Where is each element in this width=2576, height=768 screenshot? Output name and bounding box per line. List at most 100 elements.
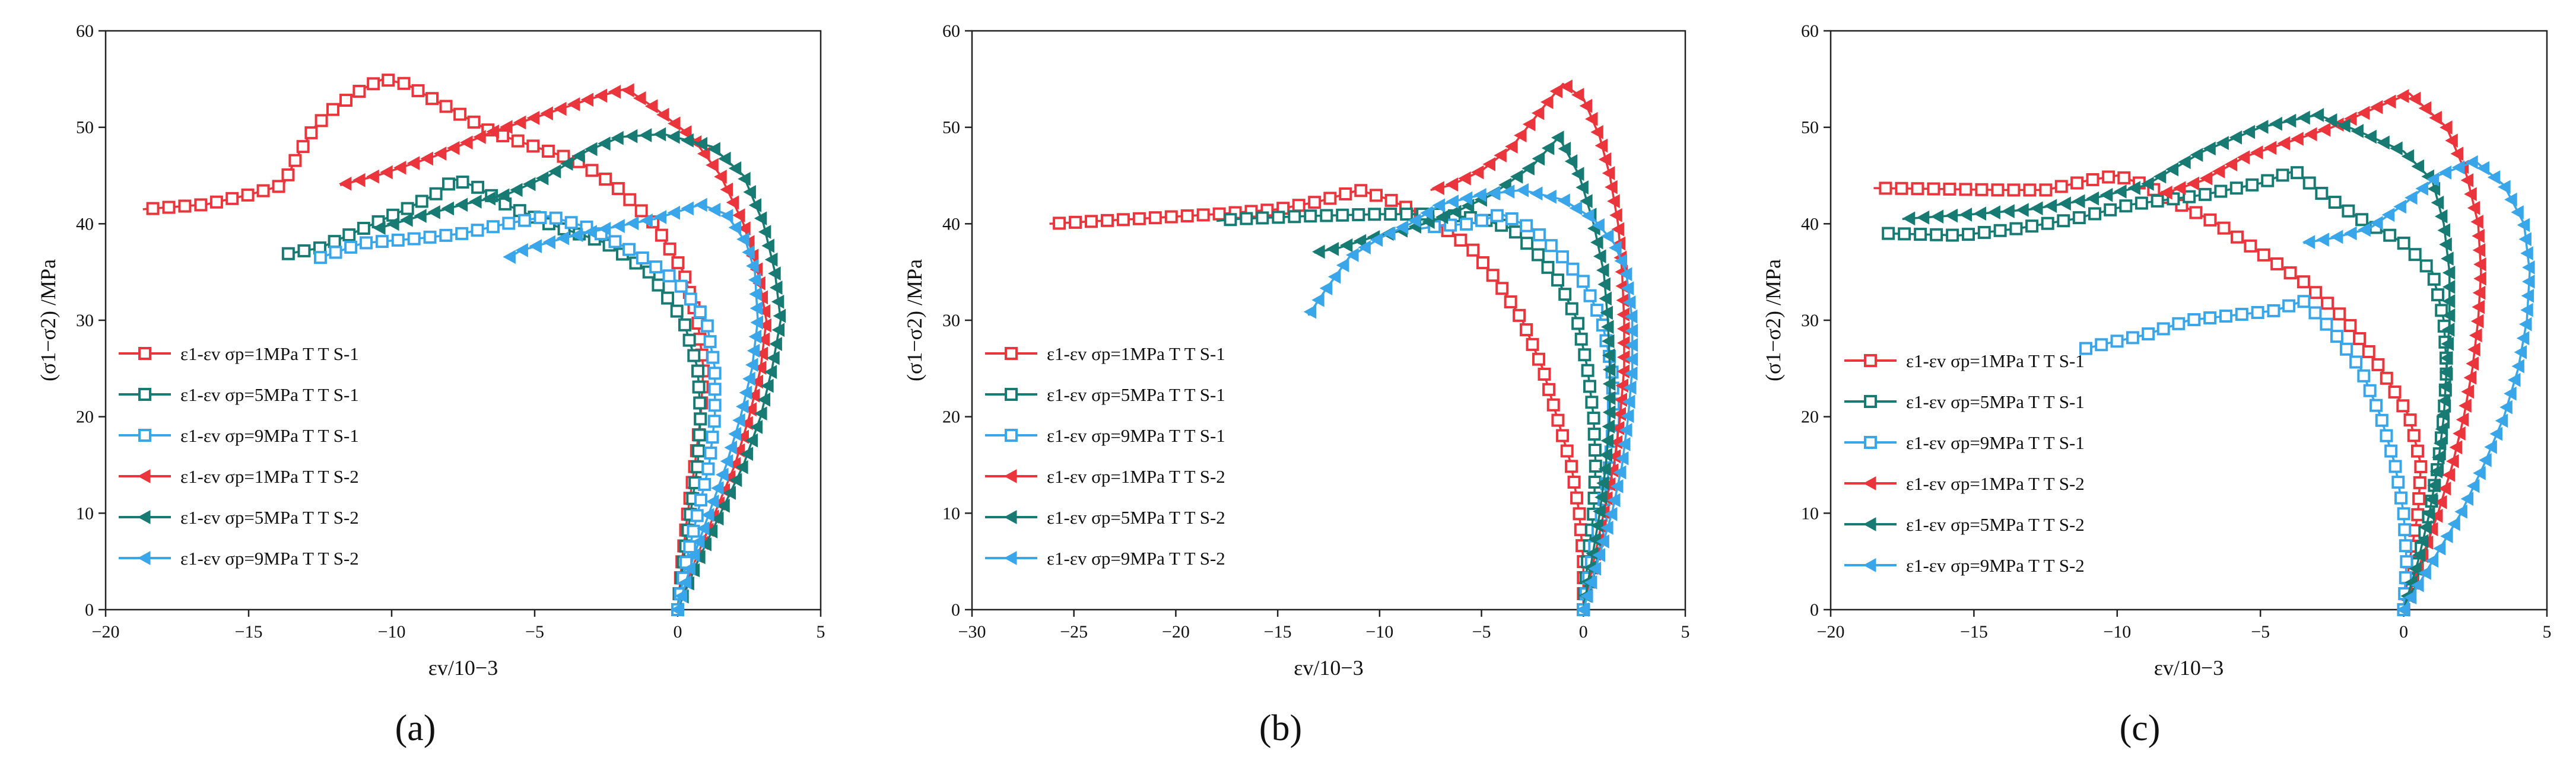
data-point: [1602, 405, 1616, 420]
data-point: [1557, 193, 1570, 208]
data-point: [1566, 262, 1580, 276]
data-point: [1583, 380, 1596, 393]
data-point: [693, 428, 706, 442]
data-point: [2369, 100, 2383, 114]
data-point: [2250, 145, 2263, 160]
data-point: [750, 315, 764, 330]
data-point: [1383, 226, 1396, 241]
data-point: [1975, 183, 1989, 196]
data-point: [1196, 208, 1210, 222]
data-point: [1571, 317, 1585, 330]
data-point: [1961, 228, 1975, 241]
data-point: [1470, 165, 1484, 180]
data-point: [540, 106, 553, 121]
y-tick-label: 0: [1810, 600, 1819, 620]
x-tick-label: 5: [817, 622, 825, 642]
data-point: [1320, 209, 1333, 222]
data-point: [771, 294, 784, 309]
data-point: [691, 364, 704, 378]
data-point: [2472, 229, 2485, 243]
data-point: [2418, 566, 2431, 580]
data-point: [281, 168, 295, 181]
data-point: [2419, 259, 2433, 273]
data-point: [367, 77, 380, 91]
data-point: [608, 84, 621, 99]
data-point: [1132, 212, 1146, 225]
data-point: [1584, 575, 1597, 589]
data-point: [704, 524, 718, 538]
data-point: [670, 603, 684, 617]
y-axis-label: (σ1−σ2) /MPa: [903, 259, 926, 381]
series-line: [1314, 136, 1611, 610]
data-point: [1571, 167, 1584, 181]
data-point: [1599, 448, 1612, 462]
data-point: [2442, 280, 2456, 294]
x-tick-label: −15: [1264, 622, 1292, 642]
x-tick-label: 0: [674, 622, 682, 642]
data-point: [2384, 444, 2398, 458]
data-point: [1589, 460, 1602, 473]
data-point: [1482, 157, 1495, 171]
data-point: [1587, 412, 1600, 425]
data-point: [704, 446, 717, 460]
data-point: [667, 205, 681, 220]
data-point: [749, 301, 763, 316]
series-4: [1312, 130, 1616, 617]
y-tick-label: 50: [1801, 118, 1819, 138]
data-point: [728, 426, 741, 441]
legend-marker: [1864, 354, 1877, 367]
x-tick-label: −10: [378, 622, 406, 642]
y-tick-label: 20: [1801, 407, 1819, 427]
data-point: [564, 216, 578, 230]
data-point: [1354, 184, 1368, 197]
data-point: [720, 454, 733, 469]
data-point: [407, 232, 421, 246]
y-tick-label: 0: [85, 600, 94, 620]
data-point: [1580, 194, 1593, 208]
x-tick-label: −5: [2251, 622, 2270, 642]
data-point: [750, 374, 764, 389]
data-point: [711, 481, 724, 495]
data-point: [740, 416, 753, 431]
series-line: [319, 215, 716, 610]
data-point: [2072, 211, 2086, 225]
data-point: [2411, 578, 2424, 592]
data-point: [726, 195, 739, 210]
data-point: [1581, 364, 1594, 377]
data-point: [662, 269, 676, 283]
data-point: [1569, 201, 1583, 215]
data-point: [2316, 232, 2329, 247]
data-point: [1959, 183, 1973, 196]
data-point: [1580, 589, 1593, 603]
data-point: [1339, 238, 1353, 253]
data-point: [2363, 384, 2377, 397]
legend-marker: [1864, 436, 1877, 449]
legend-item: ε1-εv σp=9MPa T T S-1: [985, 425, 1225, 446]
data-point: [2229, 130, 2243, 145]
data-point: [1505, 139, 1518, 154]
data-point: [2411, 444, 2425, 458]
panel-label: (a): [395, 708, 436, 748]
data-point: [1312, 244, 1325, 259]
legend-item: ε1-εv σp=5MPa T T S-2: [119, 507, 359, 528]
data-point: [633, 91, 646, 106]
data-point: [2370, 216, 2383, 230]
data-point: [2383, 94, 2396, 109]
data-point: [2437, 407, 2450, 422]
data-point: [1602, 391, 1616, 406]
data-point: [455, 227, 469, 240]
data-point: [1551, 130, 1564, 145]
data-point: [2127, 181, 2140, 195]
data-point: [2467, 342, 2480, 357]
data-point: [446, 141, 460, 155]
data-point: [2470, 215, 2483, 229]
y-tick-label: 60: [1801, 21, 1819, 41]
data-point: [740, 447, 754, 461]
data-point: [691, 534, 705, 549]
data-point: [2439, 365, 2453, 380]
data-point: [315, 114, 328, 128]
data-point: [1346, 248, 1359, 262]
data-point: [391, 233, 405, 247]
data-point: [1558, 141, 1571, 156]
data-point: [2440, 529, 2453, 544]
